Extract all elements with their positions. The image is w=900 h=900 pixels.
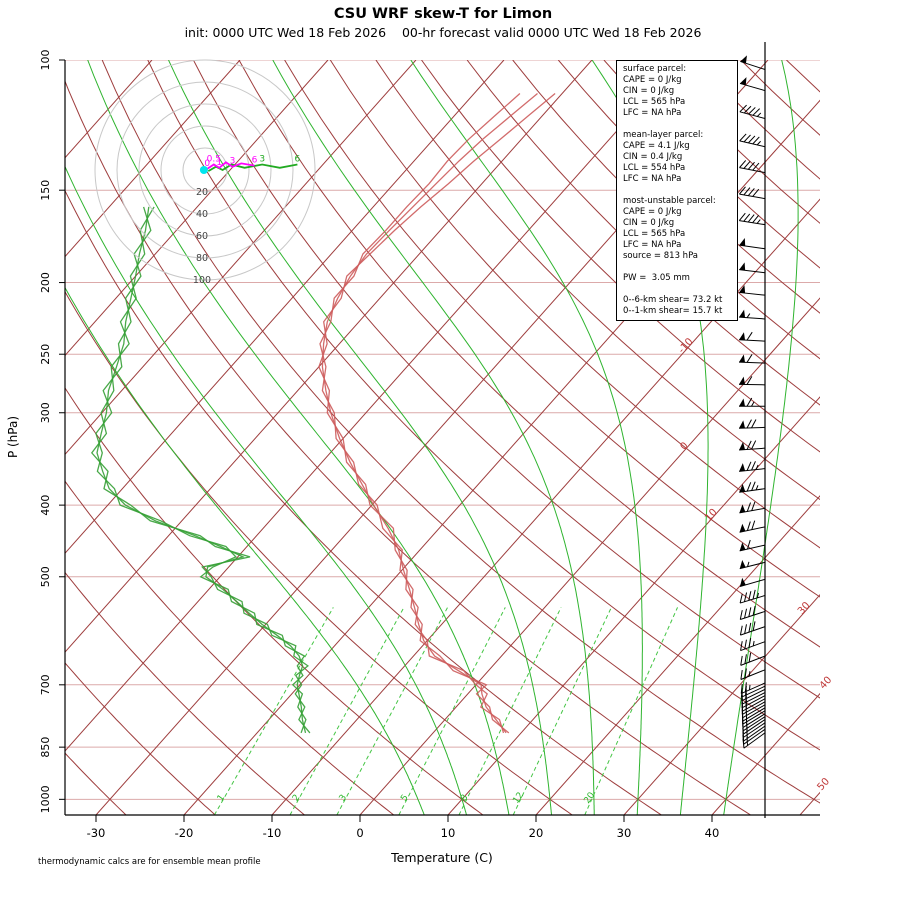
x-tick-label: 40 — [705, 826, 720, 840]
parcel-info-box: surface parcel: CAPE = 0 J/kg CIN = 0 J/… — [616, 60, 738, 321]
mixing-ratio-labels: 1 2 3 5 8 12 20 — [216, 790, 598, 805]
hodograph-ring-label: 60 — [196, 231, 208, 242]
isotherm-label: 30 — [796, 600, 813, 617]
mixing-ratio-label: 2 — [291, 793, 302, 803]
hodograph-height-label: 6 — [295, 155, 301, 165]
y-tick-label: 200 — [39, 272, 52, 293]
x-axis-label: Temperature (C) — [391, 850, 493, 865]
mixing-ratio-label: 1 — [216, 793, 227, 803]
mixing-ratio-label: 8 — [459, 793, 471, 804]
x-tick-label: -20 — [175, 826, 194, 840]
isotherm-label: 10 — [703, 507, 720, 524]
hodograph-height-label: 3 — [230, 157, 236, 167]
x-tick-label: 10 — [441, 826, 456, 840]
hodograph-ring-label: 40 — [196, 209, 208, 220]
hodograph-ring — [182, 147, 228, 193]
x-tick-label: 20 — [529, 826, 544, 840]
isotherm-label: -10 — [676, 336, 695, 356]
hodograph-ring — [138, 103, 272, 237]
mixing-ratio-label: 5 — [399, 793, 410, 803]
mixing-ratio-label: 3 — [338, 793, 349, 803]
y-tick-label: 700 — [39, 674, 52, 695]
hodograph-ring-label: 20 — [196, 187, 208, 198]
x-tick-label: -30 — [87, 826, 106, 840]
y-tick-label: 1000 — [39, 785, 52, 813]
chart-title: CSU WRF skew-T for Limon — [333, 6, 553, 22]
x-tick-label: -10 — [263, 826, 282, 840]
hodograph-ring-label: 100 — [193, 275, 211, 286]
y-tick-label: 150 — [39, 180, 52, 201]
y-tick-label: 850 — [39, 737, 52, 758]
hodograph-ring-label: 80 — [196, 253, 208, 264]
isotherm-label: 50 — [815, 776, 832, 793]
dewpoint-profile — [90, 206, 311, 734]
hodograph-height-label: 3 — [259, 155, 265, 165]
hodograph-ring — [116, 81, 294, 259]
x-tick-label: 0 — [356, 826, 363, 840]
hodograph-ring — [160, 125, 250, 215]
hodograph-height-label: 0.5 — [207, 155, 221, 165]
hodograph-height-label: 0 — [204, 159, 210, 169]
dry-adiabat-lines — [65, 60, 820, 815]
hodograph-ring — [94, 59, 316, 281]
y-axis-label: P (hPa) — [6, 415, 20, 459]
moist-adiabat-lines — [65, 60, 799, 815]
hodograph-height-label: 1 — [216, 158, 222, 168]
y-tick-label: 250 — [39, 344, 52, 365]
x-tick-label: 30 — [617, 826, 632, 840]
isotherm-label: 40 — [818, 675, 835, 692]
y-tick-label: 100 — [39, 50, 52, 71]
chart-subtitle: init: 0000 UTC Wed 18 Feb 2026 00-hr for… — [184, 25, 702, 40]
temperature-profile — [318, 93, 556, 734]
footer-note: thermodynamic calcs are for ensemble mea… — [38, 857, 261, 867]
hodograph-height-label: 6 — [252, 156, 258, 166]
storm-motion-dot — [199, 166, 208, 174]
wind-barb-column — [738, 42, 766, 818]
y-tick-label: 400 — [39, 495, 52, 516]
mixing-ratio-lines — [213, 607, 678, 815]
hodograph-trace — [206, 161, 255, 170]
y-tick-label: 300 — [39, 402, 52, 423]
y-tick-label: 500 — [39, 566, 52, 587]
